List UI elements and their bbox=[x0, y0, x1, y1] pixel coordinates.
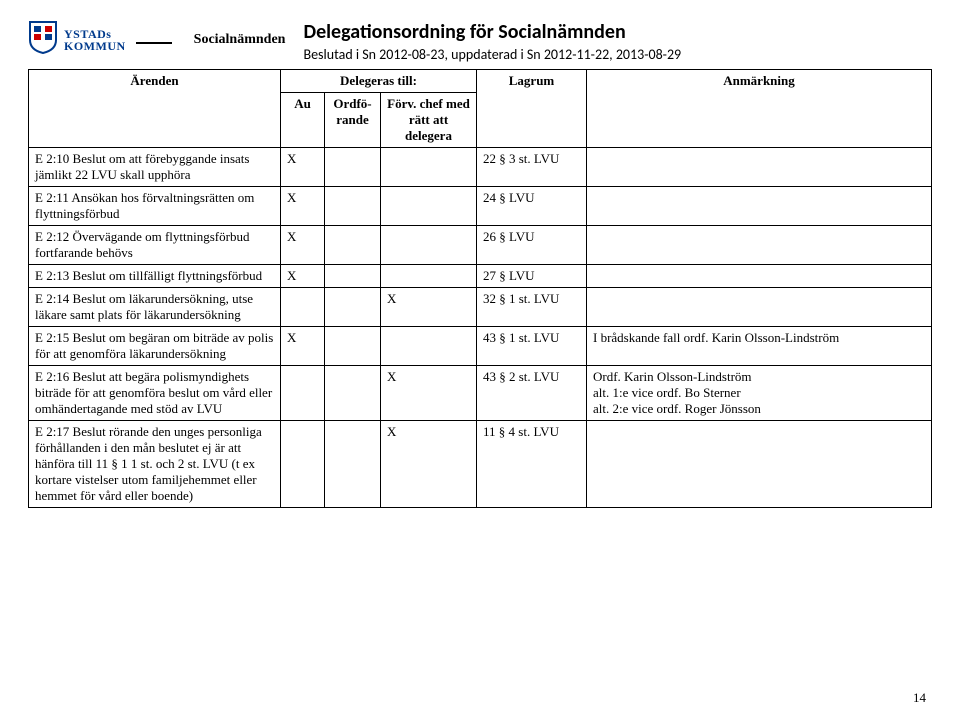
cell-lag: 26 § LVU bbox=[477, 226, 587, 265]
table-header: Ärenden Delegeras till: Lagrum Anmärknin… bbox=[29, 70, 932, 148]
cell-lag: 43 § 1 st. LVU bbox=[477, 327, 587, 366]
cell-lag: 32 § 1 st. LVU bbox=[477, 288, 587, 327]
cell-au: X bbox=[281, 265, 325, 288]
title-block: Delegationsordning för Socialnämnden Bes… bbox=[303, 20, 932, 63]
cell-ordf bbox=[325, 327, 381, 366]
cell-chef: X bbox=[381, 421, 477, 508]
cell-au bbox=[281, 366, 325, 421]
table-row: E 2:14 Beslut om läkarundersökning, utse… bbox=[29, 288, 932, 327]
logo-text: YSTADs KOMMUN bbox=[64, 28, 126, 52]
cell-ordf bbox=[325, 421, 381, 508]
cell-chef bbox=[381, 265, 477, 288]
col-lagrum: Lagrum bbox=[477, 70, 587, 148]
cell-au bbox=[281, 421, 325, 508]
cell-anm bbox=[587, 187, 932, 226]
page-header: YSTADs KOMMUN Socialnämnden Delegationso… bbox=[28, 20, 932, 63]
page-subtitle: Beslutad i Sn 2012-08-23, uppdaterad i S… bbox=[303, 46, 932, 63]
col-forvchef: Förv. chef med rätt att delegera bbox=[381, 93, 477, 148]
cell-arend: E 2:16 Beslut att begära polismyndighets… bbox=[29, 366, 281, 421]
table-row: E 2:17 Beslut rörande den unges personli… bbox=[29, 421, 932, 508]
table-row: E 2:11 Ansökan hos förvaltningsrätten om… bbox=[29, 187, 932, 226]
cell-ordf bbox=[325, 366, 381, 421]
cell-chef bbox=[381, 187, 477, 226]
cell-ordf bbox=[325, 226, 381, 265]
cell-anm: I brådskande fall ordf. Karin Olsson-Lin… bbox=[587, 327, 932, 366]
delegation-table: Ärenden Delegeras till: Lagrum Anmärknin… bbox=[28, 69, 932, 508]
cell-ordf bbox=[325, 187, 381, 226]
cell-au: X bbox=[281, 327, 325, 366]
cell-anm bbox=[587, 226, 932, 265]
cell-chef bbox=[381, 327, 477, 366]
table-row: E 2:16 Beslut att begära polismyndighets… bbox=[29, 366, 932, 421]
cell-anm bbox=[587, 265, 932, 288]
cell-ordf bbox=[325, 265, 381, 288]
cell-lag: 43 § 2 st. LVU bbox=[477, 366, 587, 421]
logo-line2: KOMMUN bbox=[64, 40, 126, 52]
table-row: E 2:13 Beslut om tillfälligt flyttningsf… bbox=[29, 265, 932, 288]
cell-au: X bbox=[281, 148, 325, 187]
cell-arend: E 2:11 Ansökan hos förvaltningsrätten om… bbox=[29, 187, 281, 226]
col-au: Au bbox=[281, 93, 325, 148]
cell-arend: E 2:13 Beslut om tillfälligt flyttningsf… bbox=[29, 265, 281, 288]
cell-lag: 22 § 3 st. LVU bbox=[477, 148, 587, 187]
cell-chef: X bbox=[381, 366, 477, 421]
col-arenden: Ärenden bbox=[29, 70, 281, 148]
municipality-logo: YSTADs KOMMUN Socialnämnden bbox=[28, 20, 285, 59]
cell-ordf bbox=[325, 148, 381, 187]
cell-au: X bbox=[281, 226, 325, 265]
table-row: E 2:12 Övervägande om flyttningsförbud f… bbox=[29, 226, 932, 265]
page-number: 14 bbox=[913, 690, 926, 706]
cell-arend: E 2:17 Beslut rörande den unges personli… bbox=[29, 421, 281, 508]
cell-arend: E 2:12 Övervägande om flyttningsförbud f… bbox=[29, 226, 281, 265]
cell-arend: E 2:10 Beslut om att förebyggande insats… bbox=[29, 148, 281, 187]
cell-chef bbox=[381, 148, 477, 187]
col-ordforande: Ordfö-rande bbox=[325, 93, 381, 148]
col-anmarkning: Anmärkning bbox=[587, 70, 932, 148]
cell-anm bbox=[587, 148, 932, 187]
department-label: Socialnämnden bbox=[194, 32, 286, 48]
separator-line bbox=[136, 42, 172, 44]
cell-lag: 24 § LVU bbox=[477, 187, 587, 226]
table-row: E 2:10 Beslut om att förebyggande insats… bbox=[29, 148, 932, 187]
cell-anm bbox=[587, 421, 932, 508]
cell-anm: Ordf. Karin Olsson-Lindströmalt. 1:e vic… bbox=[587, 366, 932, 421]
shield-icon bbox=[28, 20, 58, 59]
cell-anm bbox=[587, 288, 932, 327]
cell-lag: 27 § LVU bbox=[477, 265, 587, 288]
cell-chef: X bbox=[381, 288, 477, 327]
cell-arend: E 2:14 Beslut om läkarundersökning, utse… bbox=[29, 288, 281, 327]
logo-line1: YSTADs bbox=[64, 28, 126, 40]
cell-au bbox=[281, 288, 325, 327]
cell-au: X bbox=[281, 187, 325, 226]
cell-lag: 11 § 4 st. LVU bbox=[477, 421, 587, 508]
cell-chef bbox=[381, 226, 477, 265]
table-row: E 2:15 Beslut om begäran om biträde av p… bbox=[29, 327, 932, 366]
cell-ordf bbox=[325, 288, 381, 327]
page-title: Delegationsordning för Socialnämnden bbox=[303, 20, 932, 44]
col-delegeras: Delegeras till: bbox=[281, 70, 477, 93]
cell-arend: E 2:15 Beslut om begäran om biträde av p… bbox=[29, 327, 281, 366]
table-body: E 2:10 Beslut om att förebyggande insats… bbox=[29, 148, 932, 508]
